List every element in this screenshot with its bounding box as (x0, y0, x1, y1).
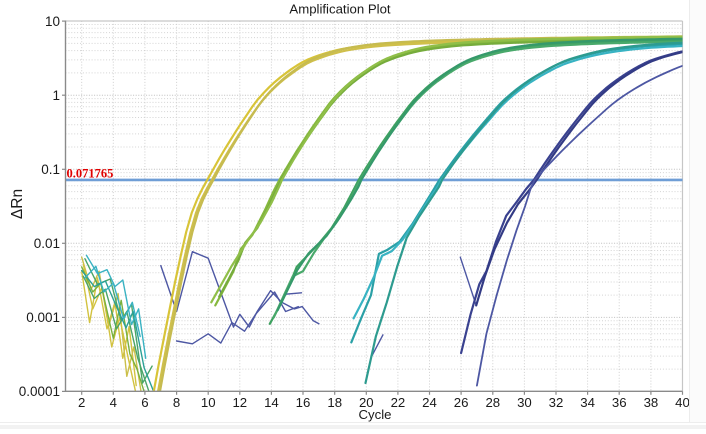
svg-text:1: 1 (52, 88, 60, 103)
svg-text:0.001: 0.001 (26, 310, 60, 325)
svg-text:Amplification Plot: Amplification Plot (289, 1, 390, 16)
svg-text:10: 10 (201, 395, 216, 410)
svg-text:10: 10 (45, 14, 60, 29)
svg-text:14: 14 (264, 395, 279, 410)
svg-text:22: 22 (391, 395, 406, 410)
svg-text:26: 26 (454, 395, 469, 410)
svg-text:36: 36 (612, 395, 627, 410)
svg-text:8: 8 (173, 395, 180, 410)
svg-text:ΔRn: ΔRn (9, 189, 26, 219)
svg-text:28: 28 (485, 395, 500, 410)
svg-text:34: 34 (580, 395, 595, 410)
svg-text:38: 38 (644, 395, 659, 410)
svg-text:32: 32 (549, 395, 564, 410)
svg-text:24: 24 (422, 395, 437, 410)
svg-text:6: 6 (141, 395, 148, 410)
svg-text:18: 18 (327, 395, 342, 410)
svg-text:2: 2 (78, 395, 85, 410)
svg-text:4: 4 (110, 395, 117, 410)
svg-text:0.1: 0.1 (41, 162, 60, 177)
svg-text:40: 40 (675, 395, 690, 410)
svg-text:30: 30 (517, 395, 532, 410)
svg-text:0.0001: 0.0001 (19, 384, 60, 399)
svg-text:0.01: 0.01 (34, 236, 60, 251)
svg-text:20: 20 (359, 395, 374, 410)
svg-text:Cycle: Cycle (359, 407, 392, 422)
svg-text:12: 12 (232, 395, 247, 410)
svg-text:16: 16 (296, 395, 311, 410)
svg-text:0.071765: 0.071765 (67, 167, 114, 181)
